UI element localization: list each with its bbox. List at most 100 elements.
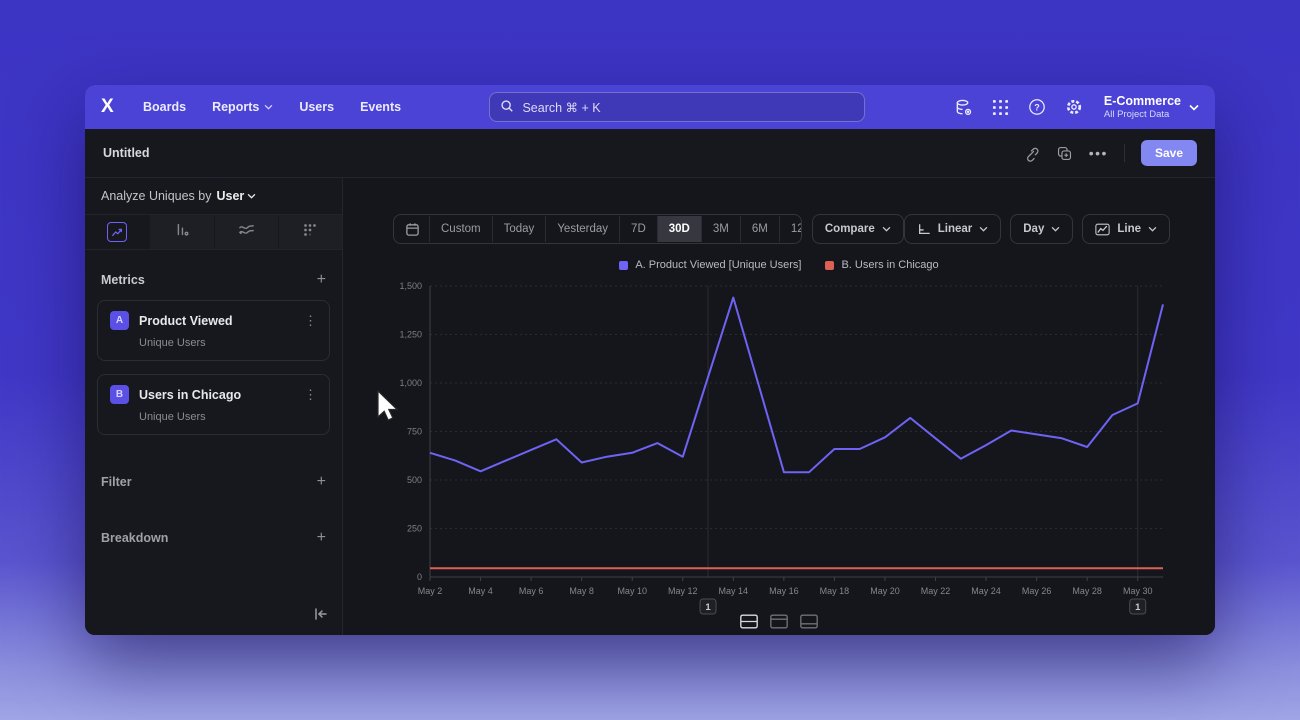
range-today[interactable]: Today [491, 216, 546, 242]
metric-letter-badge: A [110, 311, 129, 330]
copy-link-icon[interactable] [1023, 145, 1040, 162]
funnel-bars-icon [173, 221, 191, 244]
line-chart[interactable]: 0 250 500 750 1,000 1,250 1,500 May 2 May 4 May 6… [343, 277, 1215, 617]
flows-icon [237, 220, 256, 244]
search-input[interactable]: Search ⌘ + K [489, 92, 866, 122]
legend-item-0[interactable]: A. Product Viewed [Unique Users] [619, 259, 801, 271]
titlebar-actions: ••• Save [1023, 140, 1197, 166]
collapse-sidebar-icon[interactable] [314, 607, 328, 625]
svg-text:750: 750 [407, 427, 422, 437]
metric-subtitle[interactable]: Unique Users [139, 337, 206, 349]
analyze-uniques-row: Analyze Uniques by User [85, 178, 342, 215]
tab-retention[interactable] [277, 215, 342, 249]
mixpanel-logo[interactable]: X [101, 96, 114, 117]
metrics-header: Metrics + [85, 250, 342, 300]
svg-text:1: 1 [705, 602, 711, 613]
layout-toggle-group [739, 613, 819, 630]
legend-swatch [619, 260, 629, 270]
svg-text:0: 0 [417, 572, 422, 582]
search-icon [500, 99, 514, 116]
svg-text:May 26: May 26 [1022, 586, 1052, 596]
chart-controls: CustomTodayYesterday7D30D3M6M12M Compare… [393, 214, 1170, 244]
help-icon[interactable]: ? [1028, 98, 1046, 116]
duplicate-icon[interactable] [1056, 145, 1073, 162]
chevron-down-icon [247, 193, 256, 199]
metric-name: Users in Chicago [139, 387, 242, 402]
analyze-value-dropdown[interactable]: User [216, 189, 256, 203]
chevron-down-icon [1189, 98, 1199, 116]
chevron-down-icon [979, 226, 988, 232]
metric-kebab-menu-icon[interactable]: ⋮ [304, 386, 317, 402]
chart-panel: CustomTodayYesterday7D30D3M6M12M Compare… [343, 178, 1215, 635]
more-options-icon[interactable]: ••• [1088, 145, 1108, 161]
tab-funnels[interactable] [149, 215, 214, 249]
chart-type-dropdown[interactable]: Line [1082, 214, 1170, 244]
svg-text:May 22: May 22 [921, 586, 951, 596]
svg-text:May 28: May 28 [1072, 586, 1102, 596]
data-management-icon[interactable] [954, 98, 973, 117]
project-selector[interactable]: E-Commerce All Project Data [1104, 94, 1199, 120]
annotation-badge[interactable]: 1 [699, 598, 717, 615]
add-breakdown-button[interactable]: + [316, 529, 326, 546]
svg-text:May 18: May 18 [820, 586, 850, 596]
metrics-title: Metrics [101, 273, 145, 287]
layout-table-only-icon[interactable] [799, 613, 819, 630]
svg-text:May 6: May 6 [519, 586, 544, 596]
nav-menu: Boards Reports Users Events [143, 100, 401, 114]
annotation-badge[interactable]: 1 [1129, 598, 1147, 615]
tab-insights[interactable] [85, 215, 150, 249]
settings-gear-icon[interactable] [1065, 98, 1083, 116]
metric-subtitle[interactable]: Unique Users [139, 411, 206, 423]
content-area: Analyze Uniques by User [85, 178, 1215, 635]
chart-display-controls: Linear Day Line [903, 214, 1170, 244]
range-30d[interactable]: 30D [656, 216, 701, 242]
metric-card-a[interactable]: A Product Viewed ⋮ Unique Users [97, 300, 330, 361]
svg-text:May 12: May 12 [668, 586, 698, 596]
nav-item-events[interactable]: Events [360, 100, 402, 114]
svg-text:May 8: May 8 [569, 586, 594, 596]
svg-text:1,500: 1,500 [399, 281, 422, 291]
range-12m[interactable]: 12M [778, 216, 801, 242]
legend-item-1[interactable]: B. Users in Chicago [825, 259, 939, 271]
add-metric-button[interactable]: + [316, 271, 326, 288]
range-6m[interactable]: 6M [739, 216, 779, 242]
range-7d[interactable]: 7D [619, 216, 657, 242]
nav-item-users[interactable]: Users [299, 100, 335, 114]
scale-dropdown[interactable]: Linear [903, 214, 1002, 244]
layout-chart-only-icon[interactable] [769, 613, 789, 630]
range-3m[interactable]: 3M [700, 216, 740, 242]
svg-text:250: 250 [407, 524, 422, 534]
chevron-down-icon [882, 226, 891, 232]
svg-text:1,000: 1,000 [399, 378, 422, 388]
interval-dropdown[interactable]: Day [1010, 214, 1074, 244]
add-filter-button[interactable]: + [316, 473, 326, 490]
layout-split-icon[interactable] [739, 613, 759, 630]
svg-text:May 20: May 20 [870, 586, 900, 596]
analyze-label: Analyze Uniques by [101, 189, 212, 203]
report-titlebar: Untitled ••• [85, 129, 1215, 178]
svg-text:?: ? [1034, 103, 1040, 113]
calendar-icon[interactable] [394, 222, 429, 237]
chevron-down-icon [1148, 226, 1157, 232]
linear-axis-icon [918, 223, 930, 234]
tab-flows[interactable] [213, 215, 278, 249]
nav-item-reports[interactable]: Reports [212, 100, 273, 114]
svg-text:1,250: 1,250 [399, 330, 422, 340]
range-yesterday[interactable]: Yesterday [545, 216, 619, 242]
apps-grid-icon[interactable] [992, 99, 1009, 116]
svg-text:May 10: May 10 [617, 586, 647, 596]
project-subtitle: All Project Data [1103, 109, 1170, 120]
save-button[interactable]: Save [1140, 140, 1197, 166]
nav-item-boards[interactable]: Boards [143, 100, 187, 114]
metric-card-b[interactable]: B Users in Chicago ⋮ Unique Users [97, 374, 330, 435]
visualization-tabs [85, 215, 342, 250]
report-title[interactable]: Untitled [103, 146, 150, 160]
line-chart-icon [1095, 223, 1111, 235]
metric-kebab-menu-icon[interactable]: ⋮ [304, 312, 317, 328]
chart-legend: A. Product Viewed [Unique Users] B. Users… [343, 259, 1215, 271]
svg-text:May 16: May 16 [769, 586, 799, 596]
compare-button[interactable]: Compare [811, 214, 904, 244]
chevron-down-icon [264, 104, 273, 110]
range-custom[interactable]: Custom [429, 216, 492, 242]
